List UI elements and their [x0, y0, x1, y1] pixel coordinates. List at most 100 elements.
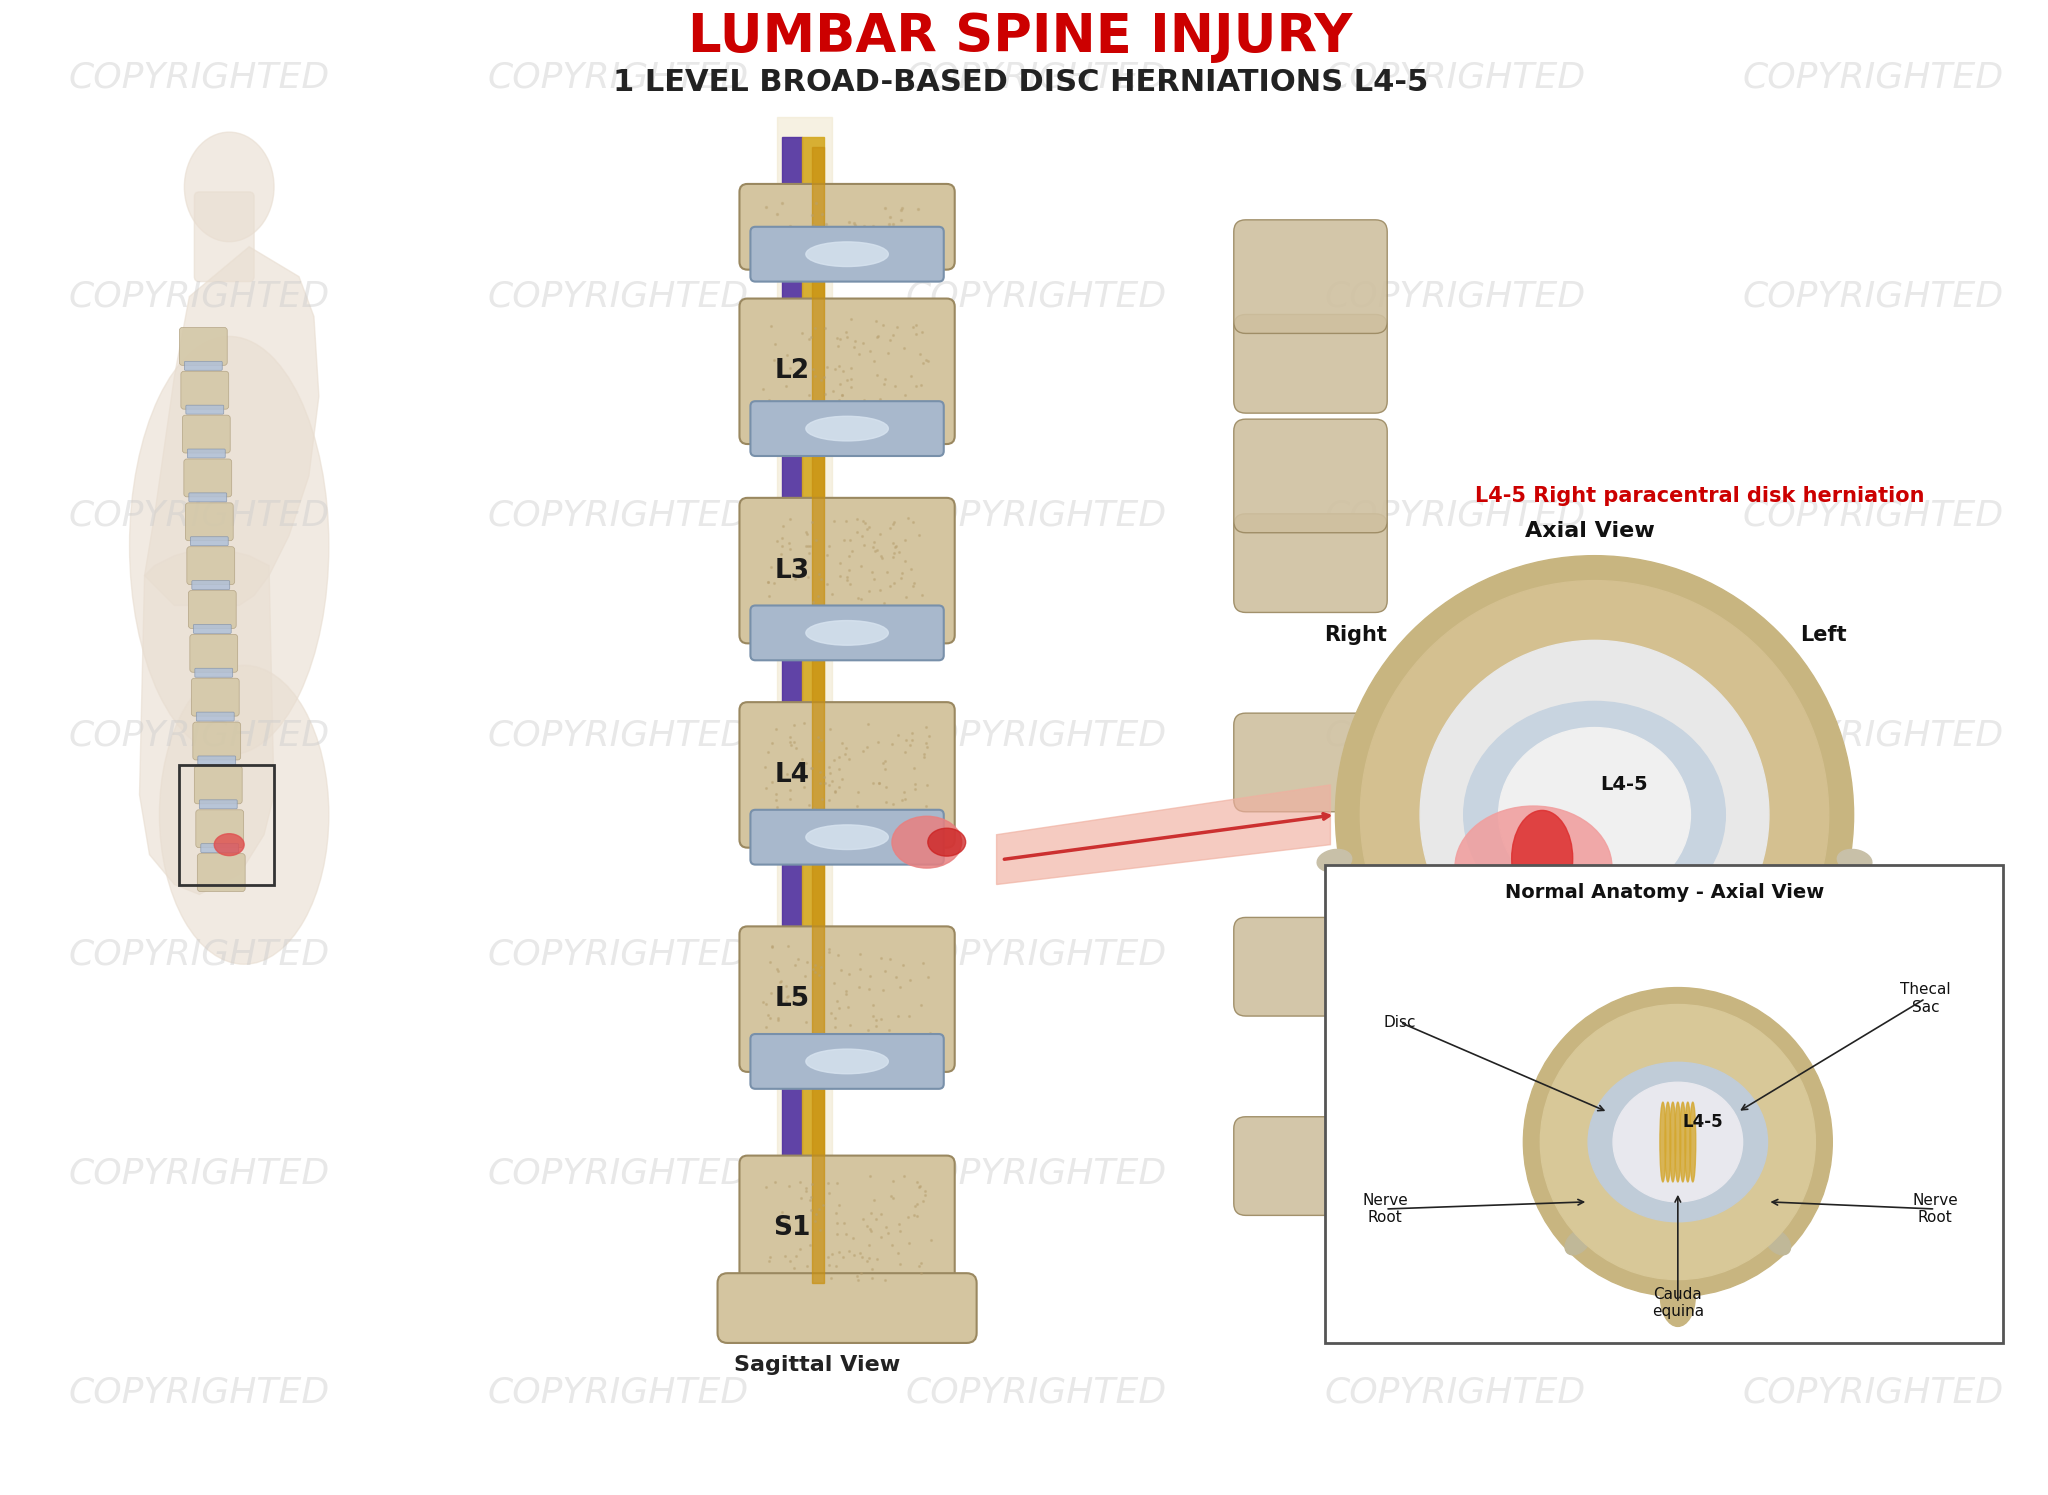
- Ellipse shape: [1614, 1082, 1743, 1202]
- FancyBboxPatch shape: [1233, 314, 1386, 413]
- Point: [823, 996, 856, 1020]
- Text: L4-5 Right paracentral disk herniation: L4-5 Right paracentral disk herniation: [1475, 486, 1925, 505]
- Point: [852, 978, 885, 1002]
- Point: [913, 1021, 946, 1045]
- Point: [883, 540, 915, 564]
- Point: [762, 795, 795, 819]
- Point: [887, 952, 920, 976]
- Point: [856, 214, 889, 238]
- Point: [842, 800, 874, 824]
- Circle shape: [1524, 988, 1833, 1296]
- Point: [862, 324, 895, 348]
- Point: [805, 798, 838, 822]
- Ellipse shape: [805, 620, 889, 646]
- Point: [899, 241, 932, 265]
- Point: [901, 1039, 934, 1063]
- Point: [768, 408, 801, 432]
- Point: [856, 993, 889, 1017]
- Point: [874, 948, 907, 972]
- Point: [856, 559, 889, 583]
- Point: [750, 398, 782, 422]
- Point: [844, 975, 877, 999]
- Point: [766, 514, 799, 538]
- FancyBboxPatch shape: [750, 605, 944, 661]
- Point: [911, 964, 944, 988]
- Point: [885, 788, 918, 812]
- Point: [848, 803, 881, 827]
- Point: [762, 960, 795, 984]
- Text: COPYRIGHTED: COPYRIGHTED: [1743, 937, 2005, 972]
- Point: [754, 555, 786, 579]
- Text: COPYRIGHTED: COPYRIGHTED: [70, 499, 330, 532]
- FancyBboxPatch shape: [180, 327, 227, 365]
- Point: [907, 351, 940, 375]
- Point: [836, 803, 868, 827]
- FancyBboxPatch shape: [739, 299, 954, 444]
- Point: [860, 538, 893, 562]
- FancyBboxPatch shape: [186, 547, 236, 585]
- Point: [819, 1015, 852, 1039]
- Text: COPYRIGHTED: COPYRIGHTED: [487, 1375, 748, 1410]
- Point: [850, 1033, 883, 1057]
- Point: [770, 990, 803, 1014]
- Point: [793, 327, 825, 351]
- Point: [774, 507, 807, 531]
- Point: [897, 315, 930, 339]
- Text: COPYRIGHTED: COPYRIGHTED: [1743, 499, 2005, 532]
- Text: COPYRIGHTED: COPYRIGHTED: [487, 937, 748, 972]
- Text: COPYRIGHTED: COPYRIGHTED: [70, 280, 330, 314]
- Point: [877, 510, 909, 534]
- Point: [877, 544, 909, 568]
- Point: [911, 348, 944, 372]
- Text: COPYRIGHTED: COPYRIGHTED: [70, 60, 330, 94]
- Point: [836, 368, 868, 392]
- Point: [866, 978, 899, 1002]
- Point: [829, 742, 862, 765]
- Point: [872, 341, 905, 365]
- FancyBboxPatch shape: [193, 722, 242, 759]
- Point: [883, 226, 915, 250]
- Ellipse shape: [1587, 1063, 1767, 1221]
- Ellipse shape: [1765, 1229, 1790, 1254]
- Point: [872, 396, 905, 420]
- Text: COPYRIGHTED: COPYRIGHTED: [1325, 1375, 1585, 1410]
- Point: [811, 543, 844, 567]
- Ellipse shape: [215, 834, 244, 855]
- Point: [895, 558, 928, 582]
- Point: [774, 733, 807, 756]
- Point: [813, 761, 846, 785]
- Point: [821, 335, 854, 359]
- Text: COPYRIGHTED: COPYRIGHTED: [1325, 937, 1585, 972]
- Point: [754, 227, 786, 251]
- Point: [907, 610, 940, 634]
- Point: [784, 1171, 817, 1195]
- Point: [819, 1254, 852, 1278]
- Point: [870, 789, 903, 813]
- Point: [868, 408, 901, 432]
- Point: [883, 1005, 915, 1029]
- Point: [795, 203, 827, 227]
- Point: [760, 405, 793, 429]
- Point: [809, 365, 842, 389]
- Point: [831, 544, 864, 568]
- Ellipse shape: [1675, 1102, 1681, 1183]
- Point: [799, 797, 831, 821]
- Point: [770, 217, 803, 241]
- Point: [852, 1233, 885, 1257]
- Point: [815, 583, 848, 607]
- Point: [821, 1211, 854, 1235]
- Point: [911, 773, 944, 797]
- Point: [776, 562, 809, 586]
- Ellipse shape: [1837, 849, 1872, 872]
- Point: [838, 335, 870, 359]
- Point: [881, 401, 913, 425]
- Point: [791, 522, 823, 546]
- Point: [883, 1251, 915, 1275]
- Point: [905, 583, 938, 607]
- Point: [795, 1186, 827, 1209]
- Point: [786, 812, 819, 836]
- Point: [860, 1008, 893, 1032]
- Point: [770, 985, 803, 1009]
- Point: [801, 191, 834, 215]
- Point: [752, 740, 784, 764]
